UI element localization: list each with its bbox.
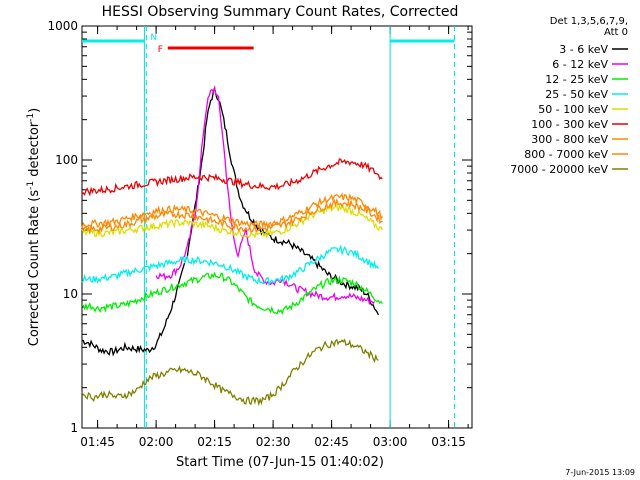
legend-label: 25 - 50 keV <box>545 88 608 101</box>
series-line <box>81 203 383 239</box>
legend-label: 3 - 6 keV <box>559 43 608 56</box>
x-tick-label: 02:00 <box>139 435 174 449</box>
legend-label: 100 - 300 keV <box>531 118 608 131</box>
series-line <box>81 158 383 197</box>
x-tick-label: 02:15 <box>197 435 232 449</box>
y-tick-label: 100 <box>55 153 78 167</box>
y-axis-label: Corrected Count Rate (s-1 detector-1) <box>26 108 42 346</box>
x-tick-label: 02:30 <box>256 435 291 449</box>
legend-label: 7000 - 20000 keV <box>510 163 608 176</box>
legend-label: 6 - 12 keV <box>552 58 608 71</box>
x-tick-label: 02:45 <box>314 435 349 449</box>
y-tick-label: 10 <box>63 287 78 301</box>
state-bar-label: N <box>150 33 157 43</box>
chart-title: HESSI Observing Summary Count Rates, Cor… <box>102 4 459 20</box>
legend-label: 12 - 25 keV <box>545 73 608 86</box>
legend-header: Det 1,3,5,6,7,9, <box>550 16 628 27</box>
state-bar-label: F <box>158 45 163 55</box>
footer-date: 7-Jun-2015 13:09 <box>565 468 635 477</box>
series-line <box>81 244 379 287</box>
series-line <box>81 271 383 315</box>
legend-label: 800 - 7000 keV <box>524 148 608 161</box>
state-bars: NF <box>82 33 455 55</box>
legend-header: Att 0 <box>604 27 628 38</box>
legend-label: 300 - 800 keV <box>531 133 608 146</box>
y-tick-label: 1000 <box>47 19 78 33</box>
series-line <box>82 85 379 357</box>
series-line <box>81 197 383 235</box>
series-lines <box>81 85 383 407</box>
x-tick-label: 03:15 <box>431 435 466 449</box>
x-axis-label: Start Time (07-Jun-15 01:40:02) <box>176 455 384 470</box>
x-tick-label: 01:45 <box>80 435 115 449</box>
series-line <box>81 338 379 407</box>
y-axis: 1 10 100 1000 <box>47 19 472 435</box>
y-tick-label: 1 <box>70 421 78 435</box>
legend-label: 50 - 100 keV <box>538 103 608 116</box>
legend: Det 1,3,5,6,7,9,Att 0 3 - 6 keV 6 - 12 keV… <box>510 16 628 176</box>
x-tick-label: 03:00 <box>373 435 408 449</box>
series-line <box>81 192 383 230</box>
